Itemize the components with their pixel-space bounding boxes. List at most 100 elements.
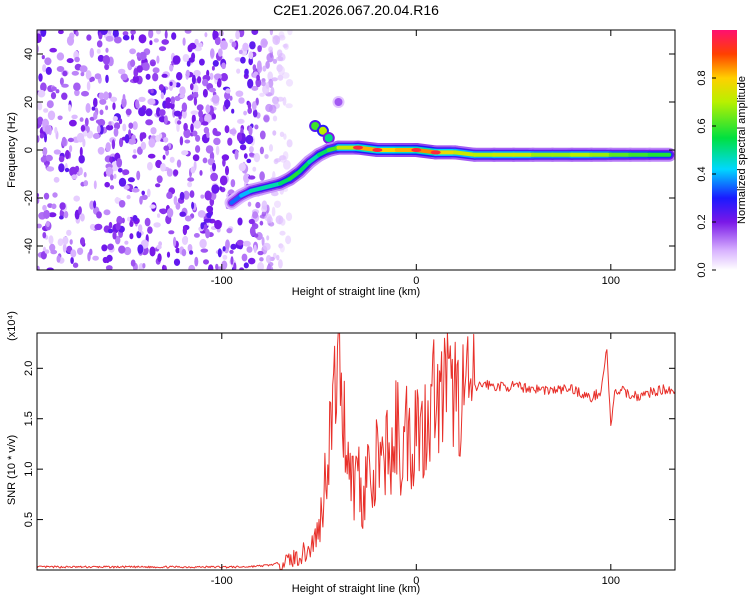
noise-blob xyxy=(69,145,73,153)
noise-blob xyxy=(257,45,262,53)
noise-blob xyxy=(37,89,46,98)
noise-blob xyxy=(239,144,247,151)
noise-blob xyxy=(51,86,57,91)
noise-blob xyxy=(272,58,278,64)
noise-blob xyxy=(251,85,259,91)
spectrogram-ylabel: Frequency (Hz) xyxy=(6,112,18,188)
noise-blob xyxy=(84,117,89,127)
noise-blob xyxy=(246,158,252,164)
noise-blob xyxy=(189,190,195,198)
noise-blob xyxy=(181,236,189,245)
noise-blob xyxy=(37,116,44,126)
branch-core xyxy=(334,98,343,106)
noise-blob xyxy=(283,43,289,50)
noise-blob xyxy=(169,81,173,87)
y-tick-label: -40 xyxy=(23,238,35,254)
noise-blob xyxy=(192,130,198,137)
noise-blob xyxy=(222,254,228,260)
noise-blob xyxy=(164,115,168,125)
noise-blob xyxy=(222,246,226,252)
noise-blob xyxy=(206,212,212,219)
noise-blob xyxy=(234,149,239,160)
branch-core xyxy=(318,126,327,135)
noise-blob xyxy=(191,201,195,210)
noise-blob xyxy=(128,138,136,145)
noise-blob xyxy=(147,98,156,105)
noise-blob xyxy=(113,122,121,130)
noise-blob xyxy=(50,92,57,100)
noise-blob xyxy=(37,33,42,43)
noise-blob xyxy=(229,39,234,44)
noise-blob xyxy=(169,156,175,163)
noise-blob xyxy=(79,117,84,122)
noise-blob xyxy=(105,124,114,131)
noise-blob xyxy=(212,162,216,172)
noise-blob xyxy=(181,150,189,156)
noise-blob xyxy=(78,154,85,164)
noise-blob xyxy=(249,226,256,237)
noise-blob xyxy=(58,163,65,173)
noise-blob xyxy=(252,211,259,219)
branch-core xyxy=(311,122,320,130)
noise-blob xyxy=(118,177,127,187)
noise-blob xyxy=(173,110,182,117)
noise-blob xyxy=(96,125,101,134)
noise-blob xyxy=(80,124,86,132)
noise-blob xyxy=(94,223,103,231)
noise-blob xyxy=(153,222,161,228)
noise-blob xyxy=(243,153,248,159)
noise-blob xyxy=(267,71,274,81)
spectrogram-panel: -100 0 100 -40 -20 0 20 40 Height of straight l… xyxy=(6,29,676,298)
noise-blob xyxy=(130,34,135,41)
noise-blob xyxy=(268,78,274,88)
noise-blob xyxy=(63,210,69,219)
noise-blob xyxy=(49,243,56,252)
noise-blob xyxy=(279,155,287,163)
noise-blob xyxy=(183,128,191,139)
noise-blob xyxy=(71,114,78,120)
noise-blob xyxy=(129,48,137,55)
noise-blob xyxy=(187,95,194,101)
noise-blob xyxy=(217,248,222,258)
noise-blob xyxy=(217,78,222,88)
noise-blob xyxy=(163,265,167,270)
snr-line xyxy=(37,333,675,570)
colorbar-tick-label: 0.6 xyxy=(696,118,708,133)
noise-blob xyxy=(107,228,114,234)
noise-blob xyxy=(99,109,104,116)
noise-blob xyxy=(236,68,241,74)
noise-blob xyxy=(71,174,78,179)
noise-blob xyxy=(129,221,134,227)
noise-blob xyxy=(46,267,54,270)
noise-blob xyxy=(193,69,201,77)
noise-blob xyxy=(248,57,253,66)
y-tick-label: 0.5 xyxy=(23,512,35,527)
noise-blob xyxy=(158,84,164,91)
noise-blob xyxy=(93,180,97,190)
signal-track-segment xyxy=(287,169,302,181)
noise-blob xyxy=(86,34,92,41)
noise-blob xyxy=(202,157,208,164)
y-tick-label: 0 xyxy=(23,147,35,153)
noise-blob xyxy=(278,259,283,269)
noise-blob xyxy=(138,224,143,233)
noise-blob xyxy=(42,204,47,211)
noise-blob xyxy=(243,262,249,269)
noise-blob xyxy=(246,246,253,253)
noise-blob xyxy=(271,206,276,217)
noise-blob xyxy=(55,89,60,94)
noise-blob xyxy=(153,38,159,43)
noise-blob xyxy=(276,56,284,62)
noise-blob xyxy=(208,264,214,270)
noise-blob xyxy=(277,74,284,81)
noise-blob xyxy=(252,109,258,118)
noise-blob xyxy=(193,233,200,238)
noise-blob xyxy=(117,168,123,173)
noise-blob xyxy=(283,160,291,170)
noise-blob xyxy=(99,98,107,105)
noise-blob xyxy=(229,128,237,135)
noise-blob xyxy=(248,175,256,180)
noise-blob xyxy=(145,73,151,80)
noise-blob xyxy=(86,81,91,91)
noise-blob xyxy=(68,104,72,112)
